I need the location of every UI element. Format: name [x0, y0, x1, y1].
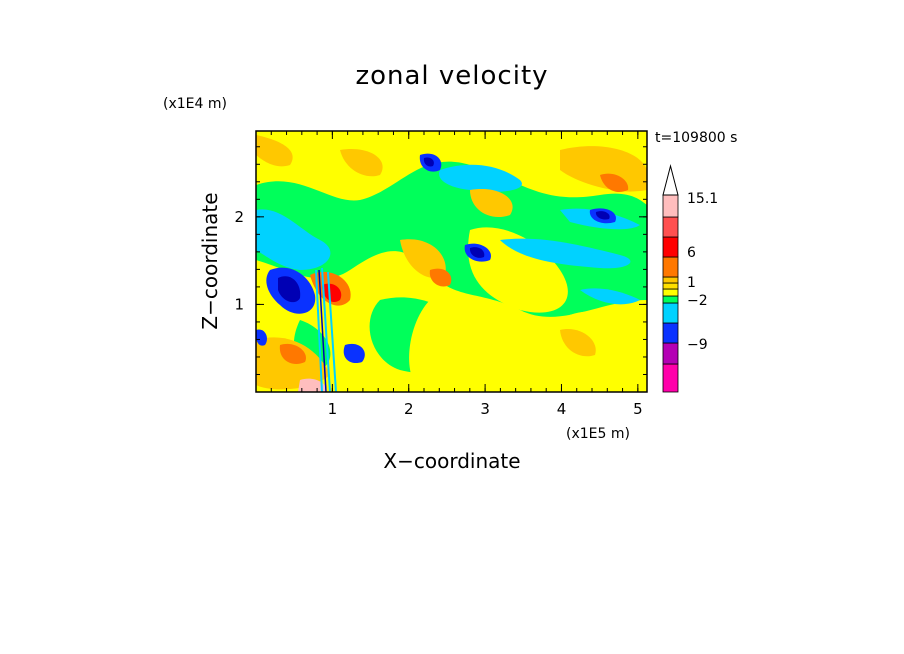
- colorbar-level-label: 6: [687, 245, 696, 261]
- x-tick-label: 4: [557, 400, 567, 418]
- time-annotation: t=109800 s: [655, 130, 737, 146]
- dark-blue-regions: [278, 157, 610, 303]
- colorbar-bin: [662, 288, 679, 297]
- y-tick-label: 2: [234, 208, 244, 226]
- chart-title: zonal velocity: [355, 61, 548, 91]
- tick-labels: 1 2 3 4 5 1 2: [234, 208, 642, 418]
- colorbar-bin: [662, 256, 679, 278]
- contour-field: [256, 131, 647, 392]
- colorbar-bin: [662, 194, 679, 218]
- colorbar-bin: [662, 322, 679, 344]
- colorbar-bin: [662, 363, 679, 393]
- colorbar-bin: [662, 342, 679, 365]
- x-tick-label: 2: [404, 400, 414, 418]
- colorbar-level-label: 1: [687, 275, 696, 291]
- x-tick-label: 5: [633, 400, 643, 418]
- y-axis-label: Z−coordinate: [198, 192, 222, 329]
- axis-ticks: [256, 131, 647, 392]
- colorbar-bin: [662, 236, 679, 258]
- colorbar-extend-triangle: [662, 164, 679, 196]
- pink-regions: [298, 378, 326, 392]
- colorbar-bin: [662, 295, 679, 304]
- plot-frame: [255, 130, 648, 393]
- x-axis-unit: (x1E5 m): [566, 426, 630, 442]
- colorbar-bin: [662, 282, 679, 290]
- colorbar-bin: [662, 216, 679, 238]
- colorbar-bin: [662, 302, 679, 324]
- colorbar-level-label: 15.1: [687, 191, 718, 207]
- colorbar-level-label: −9: [687, 337, 708, 353]
- x-axis-label: X−coordinate: [383, 449, 520, 473]
- x-tick-label: 1: [328, 400, 338, 418]
- colorbar-labels: 15.1 6 1 −2 −9: [687, 191, 718, 353]
- y-axis-unit: (x1E4 m): [163, 96, 227, 112]
- speckle-band: [315, 267, 337, 392]
- x-tick-label: 3: [480, 400, 490, 418]
- colorbar-bin: [662, 276, 679, 284]
- colorbar-level-label: −2: [687, 293, 708, 309]
- orange-regions: [256, 135, 647, 390]
- red-regions: [322, 283, 342, 303]
- y-tick-label: 1: [234, 295, 244, 313]
- colorbar: [662, 164, 679, 393]
